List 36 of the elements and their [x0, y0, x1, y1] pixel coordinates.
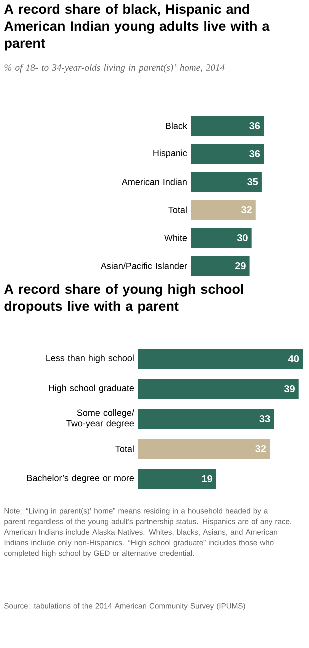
data-label: 35 — [248, 178, 258, 186]
data-label: 33 — [260, 415, 270, 423]
data-label: 32 — [241, 206, 252, 214]
data-label: 39 — [284, 385, 295, 393]
data-label: 36 — [250, 150, 260, 158]
bar — [190, 228, 252, 248]
data-label: 29 — [235, 262, 246, 270]
bar — [138, 409, 274, 430]
bar — [138, 469, 216, 489]
data-label: 19 — [202, 475, 212, 483]
y-tick-label: American Indian — [122, 178, 187, 186]
chart-title: A record share of black, Hispanic and American Indian young adults live with a parent — [4, 4, 270, 51]
text: % of 18- to 34-year-olds living in parent(s)’ home, 2014 — [4, 64, 225, 73]
data-label: 36 — [250, 122, 260, 130]
y-tick-label: Black — [166, 122, 188, 130]
y-tick-label: Less than high school — [46, 354, 134, 364]
y-tick-label: Hispanic — [154, 150, 188, 158]
data-label: 40 — [288, 355, 300, 363]
bar — [138, 439, 270, 459]
y-tick-label: Some college/ Two-year degree — [66, 410, 134, 428]
bar — [190, 144, 264, 164]
data-label: 30 — [237, 234, 248, 242]
y-tick-label: High school graduate — [49, 384, 134, 394]
y-tick-label: Asian/Pacific Islander — [100, 262, 188, 270]
y-tick-label: White — [164, 234, 188, 242]
chart-title: A record share of young high school dropouts live with a parent — [4, 284, 244, 314]
bar — [190, 256, 250, 276]
bar — [138, 379, 299, 400]
y-tick-label: Total — [116, 446, 134, 452]
bar — [190, 200, 256, 220]
data-label: 32 — [256, 445, 266, 453]
bar — [190, 116, 264, 136]
bar — [190, 172, 262, 192]
bar — [138, 349, 303, 370]
y-tick-label: Bachelor’s degree or more — [27, 474, 134, 484]
y-tick-label: Total — [168, 206, 187, 214]
